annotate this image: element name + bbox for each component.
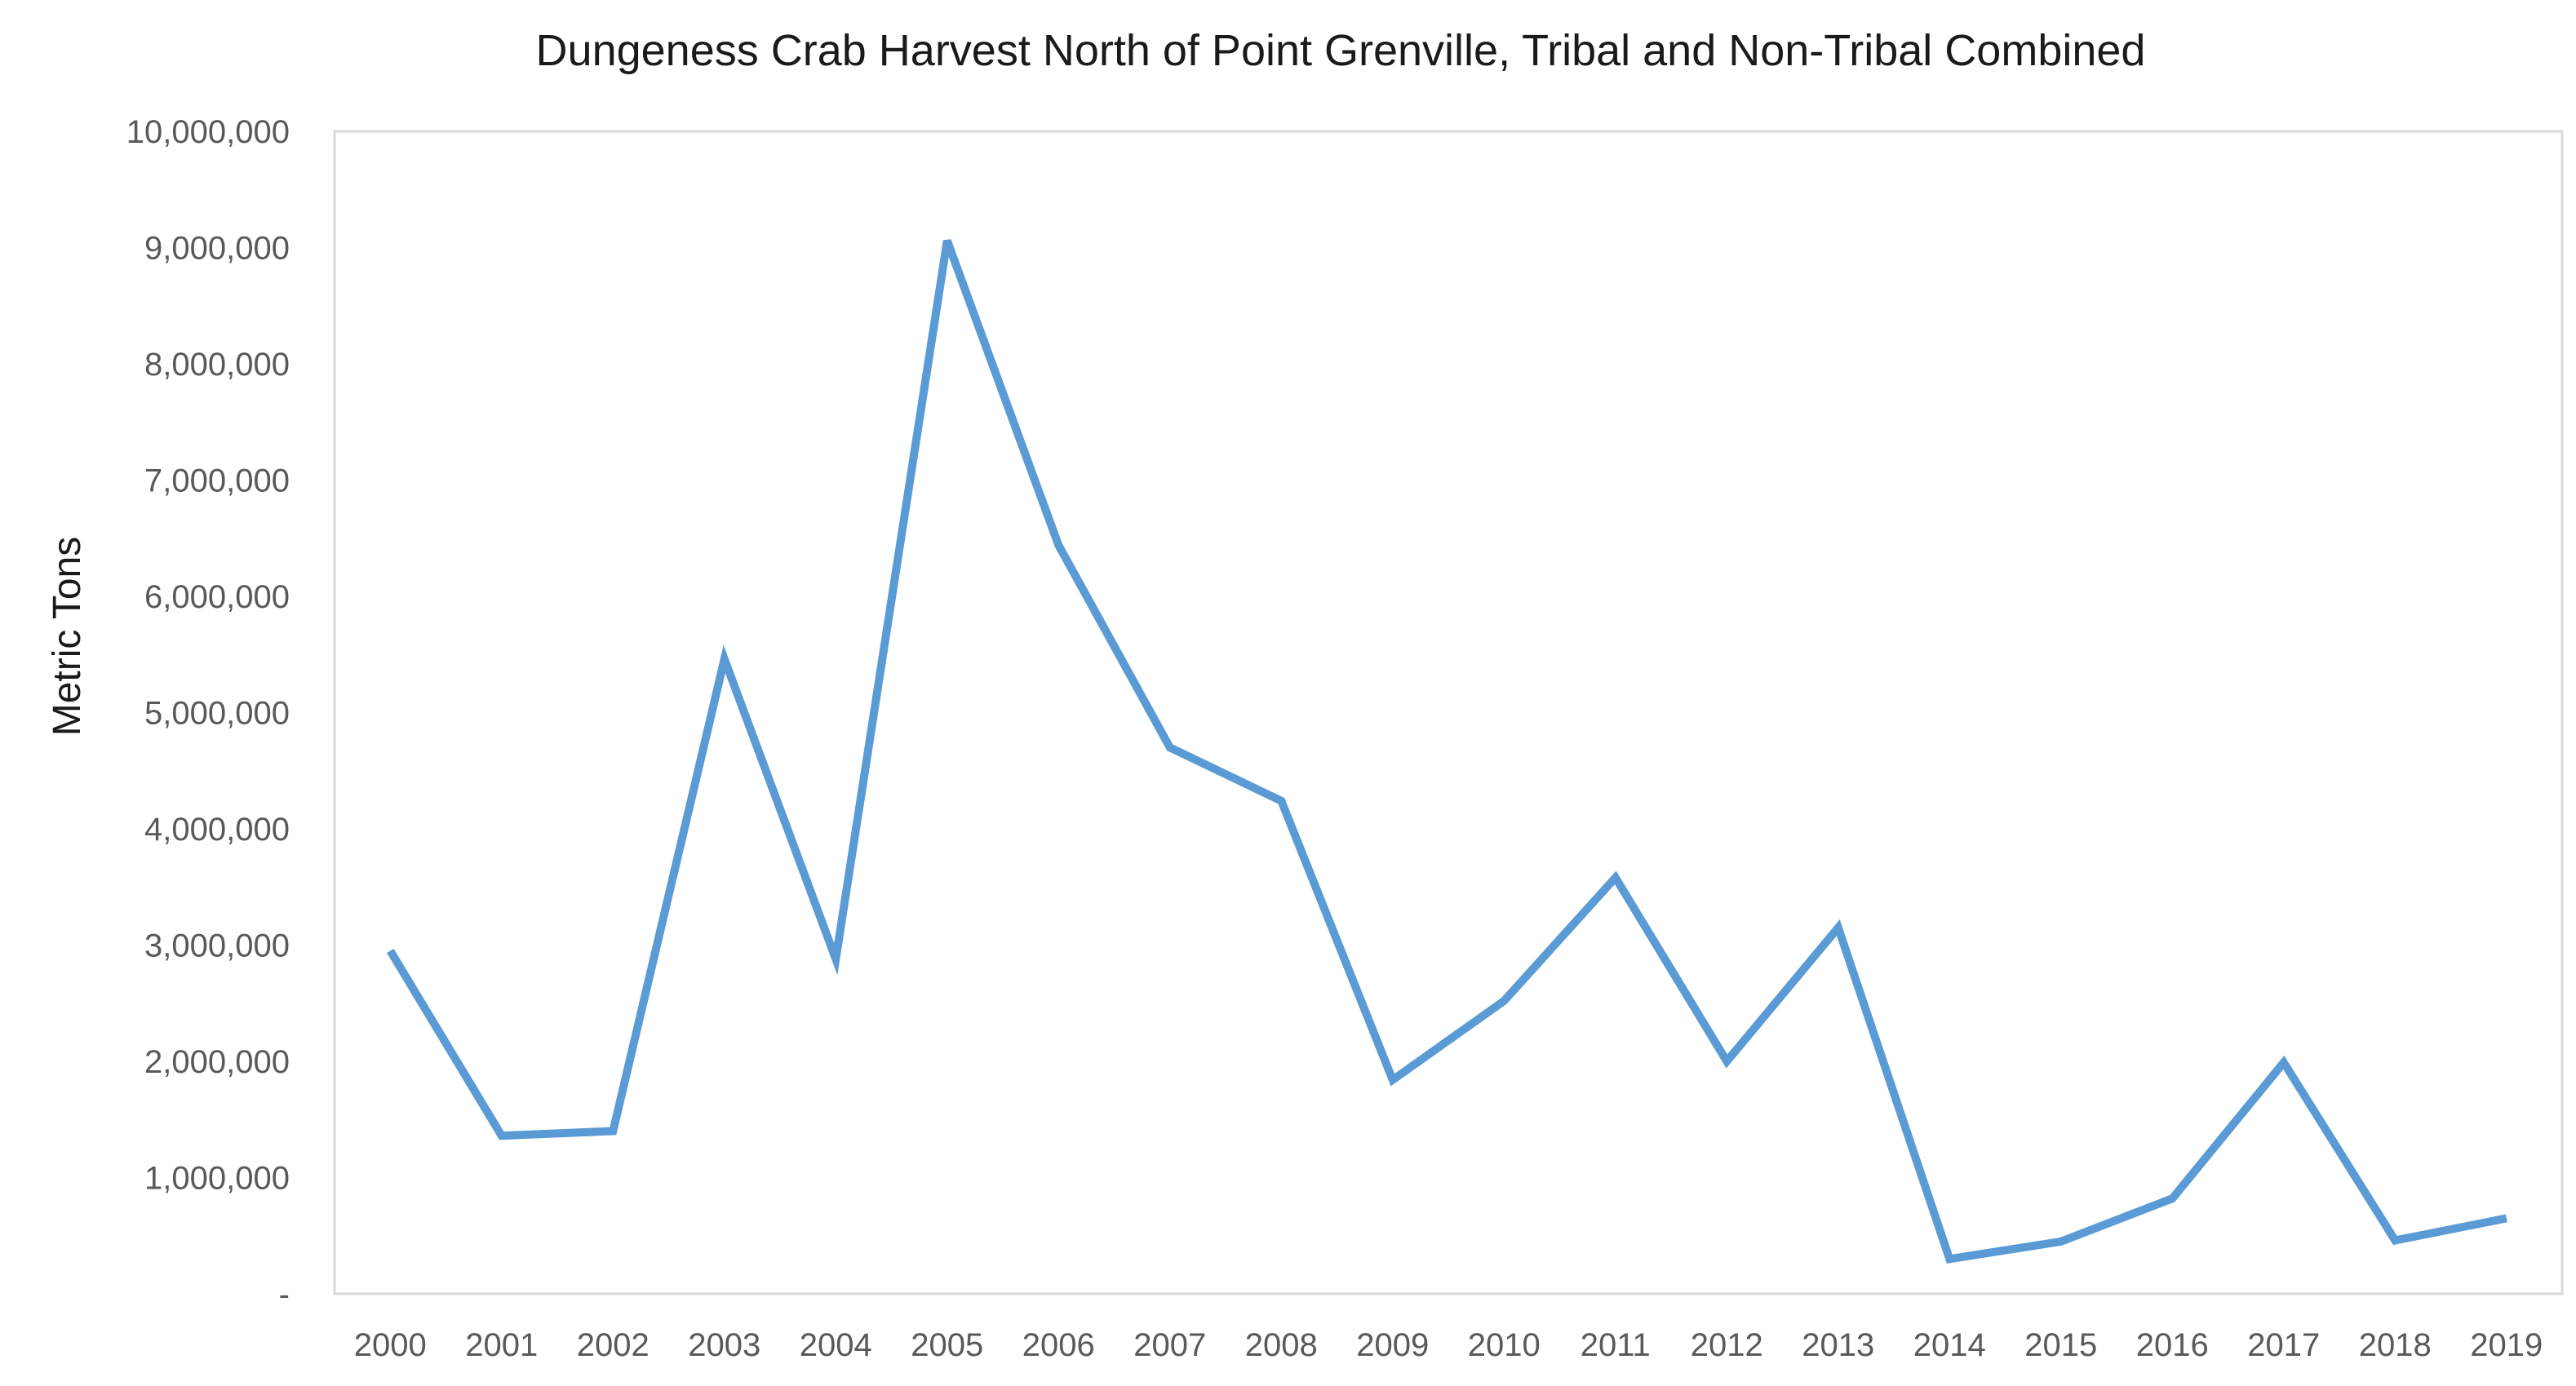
x-tick-label: 2001 [465, 1327, 538, 1363]
y-tick-label: 2,000,000 [144, 1044, 290, 1080]
y-tick-label: 7,000,000 [144, 463, 290, 499]
x-tick-label: 2010 [1468, 1327, 1541, 1363]
y-tick-label: - [279, 1277, 290, 1313]
y-axis: - 1,000,000 2,000,000 3,000,000 4,000,000 5,0… [126, 114, 290, 1313]
y-tick-label: 4,000,000 [144, 812, 290, 848]
x-tick-label: 2019 [2470, 1327, 2543, 1363]
x-tick-label: 2007 [1133, 1327, 1206, 1363]
x-tick-label: 2018 [2359, 1327, 2432, 1363]
y-tick-label: 3,000,000 [144, 928, 290, 964]
x-tick-label: 2005 [911, 1327, 983, 1363]
x-axis: 2000 2001 2002 2003 2004 2005 2006 2007 2008 2009… [354, 1327, 2543, 1363]
x-tick-label: 2006 [1022, 1327, 1095, 1363]
series-line [387, 239, 2507, 1264]
x-tick-label: 2008 [1245, 1327, 1318, 1363]
x-tick-label: 2013 [1802, 1327, 1874, 1363]
series-layer [387, 239, 2507, 1264]
x-tick-label: 2004 [800, 1327, 872, 1363]
y-tick-label: 9,000,000 [144, 231, 290, 267]
x-tick-label: 2012 [1691, 1327, 1763, 1363]
y-tick-label: 8,000,000 [144, 347, 290, 383]
x-tick-label: 2002 [577, 1327, 650, 1363]
chart-title: Dungeness Crab Harvest North of Point Gr… [536, 26, 2146, 75]
x-tick-label: 2014 [1913, 1327, 1986, 1363]
plot-area [333, 130, 2564, 1295]
y-tick-label: 6,000,000 [144, 579, 290, 615]
x-tick-label: 2011 [1581, 1327, 1651, 1363]
y-tick-label: 5,000,000 [144, 696, 290, 732]
x-tick-label: 2016 [2136, 1327, 2209, 1363]
y-tick-label: 1,000,000 [144, 1161, 290, 1197]
x-tick-label: 2009 [1356, 1327, 1429, 1363]
x-tick-label: 2003 [688, 1327, 760, 1363]
x-tick-label: 2000 [354, 1327, 427, 1363]
y-tick-label: 10,000,000 [126, 114, 290, 150]
x-tick-label: 2015 [2024, 1327, 2097, 1363]
x-tick-label: 2017 [2247, 1327, 2320, 1363]
y-axis-title: Metric Tons [46, 537, 89, 737]
